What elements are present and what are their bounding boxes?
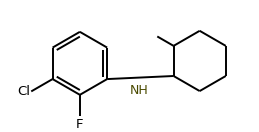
Text: Cl: Cl <box>17 85 30 98</box>
Text: F: F <box>76 118 84 131</box>
Text: NH: NH <box>129 84 148 97</box>
